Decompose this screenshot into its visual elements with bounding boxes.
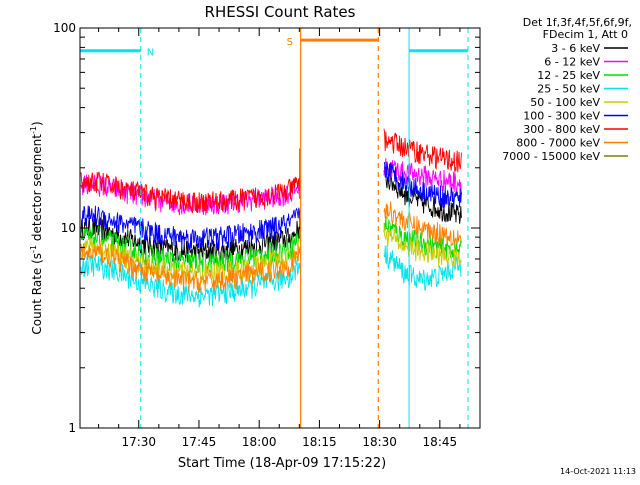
axes: 17:30 17:45 18:00 18:15 18:30 18:45 1 10 100 [53,21,481,449]
series-line-4-segment-1 [383,222,462,269]
legend-label-8: 7000 - 15000 keV [502,150,600,163]
x-axis-label: Start Time (18-Apr-09 17:15:22) [178,456,386,471]
interval-label-2: S [287,37,293,48]
series-line-2-segment-0 [80,226,302,274]
legend-label-0: 3 - 6 keV [551,42,600,55]
series-line-5-segment-0 [80,205,302,250]
legend-header-line1: Det 1f,3f,4f,5f,6f,9f, [523,16,632,29]
x-tick-label-4: 18:30 [362,435,397,449]
y-axis-label-mid: detector segment [30,134,44,245]
y-axis-label-sup1: -1 [29,245,38,253]
interval-label-0: N [147,48,154,59]
legend-label-6: 300 - 800 keV [523,123,600,136]
plot-area: NS [80,28,469,428]
legend-label-4: 50 - 100 keV [530,96,600,109]
legend-label-2: 12 - 25 keV [537,69,600,82]
x-tick-label-0: 17:30 [121,435,156,449]
legend-label-7: 800 - 7000 keV [516,137,600,150]
series-line-2-segment-1 [383,216,462,261]
legend-label-1: 6 - 12 keV [544,56,600,69]
series-line-3-segment-0 [80,255,302,308]
series-line-1-segment-0 [80,174,302,216]
y-tick-label-2: 100 [53,21,76,35]
plot-timestamp: 14-Oct-2021 11:13 [560,467,636,476]
y-tick-label-1: 10 [61,221,76,235]
y-axis-label-main: Count Rate (s [30,253,44,335]
series-line-6-segment-1 [383,128,462,173]
x-tick-label-5: 18:45 [423,435,458,449]
x-tick-label-3: 18:15 [302,435,337,449]
x-tick-label-1: 17:45 [182,435,217,449]
y-axis-label-sup2: -1 [29,126,38,134]
y-axis-label-end: ) [30,121,44,126]
x-tick-label-2: 18:00 [242,435,277,449]
series-line-0-segment-1 [383,166,462,224]
series-line-7-segment-0 [80,242,302,294]
series-line-4-segment-0 [80,237,302,285]
series-line-7-segment-1 [383,201,462,247]
y-axis-label: Count Rate (s-1 detector segment-1) [29,121,44,334]
series-line-6-segment-0 [80,171,302,214]
series-line-1-segment-1 [383,158,462,195]
legend-label-5: 100 - 300 keV [523,110,600,123]
series-line-3-segment-1 [383,245,462,291]
legend-label-3: 25 - 50 keV [537,83,600,96]
series-line-5-segment-1 [383,161,462,209]
y-tick-label-0: 1 [68,421,76,435]
legend-header-line2: FDecim 1, Att 0 [543,28,628,41]
chart-title: RHESSI Count Rates [205,3,356,21]
